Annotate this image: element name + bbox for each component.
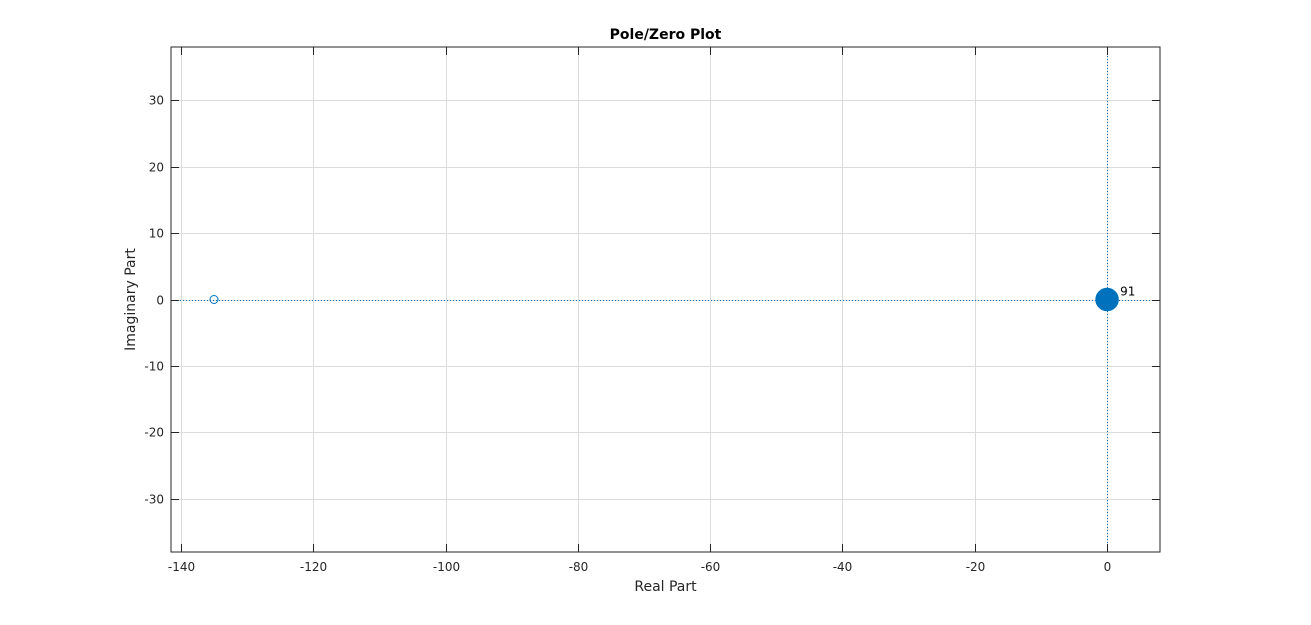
y-tick-label: 0 <box>156 294 164 308</box>
x-tick-label: -100 <box>433 560 460 574</box>
x-axis-label: Real Part <box>634 579 697 595</box>
y-tick-label: -30 <box>144 493 164 507</box>
x-tick-label: 0 <box>1104 560 1112 574</box>
markers <box>209 287 1119 312</box>
grid-layer <box>171 47 1160 552</box>
y-tick-label: 10 <box>149 227 164 241</box>
y-tick-label: 20 <box>149 161 164 175</box>
y-tick-label: -20 <box>144 426 164 440</box>
annotations: 91 <box>1120 285 1135 299</box>
x-tick-label: -140 <box>168 560 195 574</box>
x-tick-label: -120 <box>300 560 327 574</box>
zero-marker <box>209 295 219 304</box>
y-tick-label: -10 <box>144 360 164 374</box>
x-tick-labels: -140 -120 -100 -80 -60 -40 -20 0 <box>168 560 1111 574</box>
y-tick-label: 30 <box>149 94 164 108</box>
y-tick-labels: -30 -20 -10 0 10 20 30 <box>144 94 164 507</box>
x-tick-label: -60 <box>701 560 721 574</box>
pole-multiplicity-label: 91 <box>1120 285 1135 299</box>
tick-marks <box>171 47 1160 552</box>
x-tick-label: -40 <box>833 560 853 574</box>
x-tick-label: -80 <box>569 560 589 574</box>
pole-cluster-marker <box>1095 287 1119 312</box>
chart-title: Pole/Zero Plot <box>610 27 722 43</box>
reference-lines <box>171 47 1160 552</box>
plot-area <box>170 46 1161 553</box>
y-axis-label: Imaginary Part <box>123 248 139 351</box>
x-tick-label: -20 <box>966 560 986 574</box>
